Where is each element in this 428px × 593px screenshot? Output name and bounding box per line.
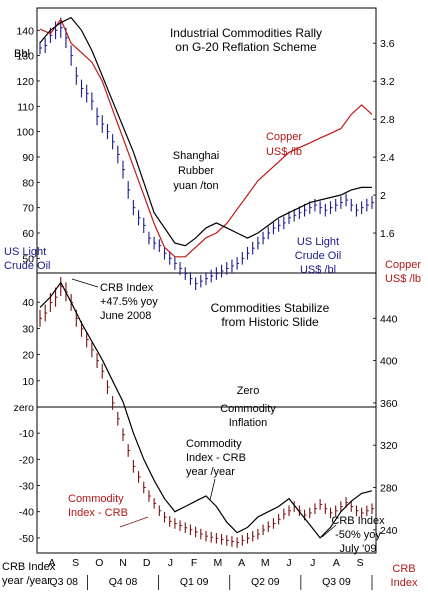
crb-annotation-line-2: Index - CRB <box>68 507 128 519</box>
crb-annotation-line-1: Commodity <box>68 493 124 505</box>
trough-annotation-leader <box>321 524 337 538</box>
right-axis-label-line-2: US$ /lb <box>385 273 421 285</box>
rubber-annotation-line-1: Shanghai <box>173 150 220 162</box>
top-left-tick-label: 140 <box>16 25 34 37</box>
x-quarter-label: Q4 08 <box>109 576 138 588</box>
bottom-left-tick-label: -50 <box>19 533 34 545</box>
right-axis-label-line-1: Copper <box>385 259 421 271</box>
top-right-tick-label: 2.4 <box>380 152 395 164</box>
bottom-title-line-2: from Historic Slide <box>221 315 319 329</box>
top-right-tick-label: 1.6 <box>380 228 395 240</box>
peak-annotation-line-2: +47.5% yoy <box>100 296 158 308</box>
x-quarter-label: Q3 09 <box>322 576 351 588</box>
bottom-left-tick-label: 10 <box>22 376 34 388</box>
tick-labels-layer: 140 130 120 110 100 90 80 70 60 50 3.6 3.2 2.8 2.4 2 1.… <box>14 25 398 590</box>
bottom-left-tick-label: -30 <box>19 481 34 493</box>
bottom-right-tick-label: 400 <box>380 356 398 368</box>
x-month-tick-label: D <box>143 557 151 569</box>
x-axis-label-line-1: CRB Index <box>2 561 56 573</box>
x-month-tick-label: A <box>333 557 340 569</box>
bottom-left-tick-label: 30 <box>22 323 34 335</box>
x-month-tick-label: S <box>357 557 364 569</box>
top-left-tick-label: 120 <box>16 76 34 88</box>
crb-yoy-series-line <box>39 281 373 539</box>
bottom-right-tick-label: 360 <box>380 398 398 410</box>
crb-index-label-line-1: CRB <box>392 563 415 575</box>
x-month-tick-label: A <box>48 557 55 569</box>
bottom-left-tick-label: -10 <box>19 428 34 440</box>
oil-annotation-line-2: Crude Oil <box>295 250 341 262</box>
top-left-tick-label: 60 <box>22 228 34 240</box>
x-month-tick-label: S <box>72 557 79 569</box>
x-month-tick-label: J <box>286 557 291 569</box>
top-left-tick-label: 70 <box>22 203 34 215</box>
top-right-tick-label: 3.6 <box>380 38 395 50</box>
bottom-left-tick-label: -20 <box>19 454 34 466</box>
top-left-tick-label: 100 <box>16 127 34 139</box>
trough-annotation-line-1: CRB Index <box>331 515 385 527</box>
top-right-tick-label: 2.8 <box>380 114 395 126</box>
copper-annotation-line-2: US$ /lb <box>266 146 302 158</box>
crb-yoy-annotation-line-1: Commodity <box>186 438 242 450</box>
copper-series-line <box>39 18 373 258</box>
top-left-tick-label: 80 <box>22 177 34 189</box>
x-month-tick-label: O <box>95 557 103 569</box>
bottom-right-tick-label: 280 <box>380 483 398 495</box>
left-axis-label-line-1: US Light <box>4 246 46 258</box>
peak-annotation-line-1: CRB Index <box>100 282 154 294</box>
x-quarter-label: Q1 09 <box>180 576 209 588</box>
x-month-tick-label: F <box>191 557 197 569</box>
top-title-line-1: Industrial Commodities Rally <box>170 26 322 40</box>
crb-yoy-annotation-line-2: Index - CRB <box>186 452 246 464</box>
x-quarter-label: Q3 08 <box>49 576 78 588</box>
top-right-tick-label: 3.2 <box>380 76 395 88</box>
crb-annotation-leader <box>119 516 149 528</box>
x-quarter-label: Q2 09 <box>251 576 280 588</box>
trough-annotation-line-3: July '09 <box>340 543 377 555</box>
top-right-tick-label: 2 <box>380 190 386 202</box>
peak-annotation-line-3: June 2008 <box>100 310 151 322</box>
trough-annotation-line-2: -50% yoy <box>335 529 381 541</box>
zero-annotation-line-1: Zero <box>237 385 260 397</box>
crb-index-label-line-2: Index <box>391 577 418 589</box>
x-month-tick-label: A <box>238 557 245 569</box>
oil-annotation-line-3: US$ /bl <box>300 264 336 276</box>
peak-annotation-leader <box>71 278 99 288</box>
bottom-title-line-1: Commodities Stabilize <box>211 301 330 315</box>
crb-yoy-annotation-line-3: year /year <box>186 466 235 478</box>
series-layer <box>39 16 374 548</box>
rubber-annotation-line-3: yuan /ton <box>173 180 218 192</box>
bottom-right-tick-label: 240 <box>380 525 398 537</box>
bottom-left-tick-label: -40 <box>19 507 34 519</box>
bottom-left-tick-label: 40 <box>22 297 34 309</box>
x-month-tick-label: M <box>213 557 222 569</box>
zero-annotation-line-2: Commodity <box>220 403 276 415</box>
rubber-annotation-line-2: Rubber <box>178 165 214 177</box>
crb-yoy-annotation-leader <box>209 478 216 501</box>
bottom-right-tick-label: 320 <box>380 440 398 452</box>
rubber-series-line <box>39 16 372 247</box>
left-axis-label-line-2: Crude Oil <box>4 260 50 272</box>
top-title-line-2: on G-20 Reflation Scheme <box>175 40 317 54</box>
top-left-tick-label: 90 <box>22 152 34 164</box>
bottom-left-tick-label: zero <box>14 402 35 414</box>
x-month-tick-label: J <box>310 557 315 569</box>
top-left-tick-label: 110 <box>17 101 34 113</box>
zero-annotation-line-3: Inflation <box>229 417 268 429</box>
copper-annotation-line-1: Copper <box>266 131 302 143</box>
x-axis-label-line-2: year /year <box>2 575 51 587</box>
top-left-axis-unit: Bbl <box>14 48 30 60</box>
oil-annotation-line-1: US Light <box>297 236 339 248</box>
x-month-tick-label: M <box>261 557 270 569</box>
x-month-tick-label: J <box>168 557 173 569</box>
top-left-tick-label: 130 <box>16 51 34 63</box>
top-left-tick-label: 50 <box>22 253 34 265</box>
bottom-right-tick-label: 440 <box>380 313 398 325</box>
bottom-left-tick-label: 20 <box>22 350 34 362</box>
x-month-tick-label: N <box>119 557 127 569</box>
